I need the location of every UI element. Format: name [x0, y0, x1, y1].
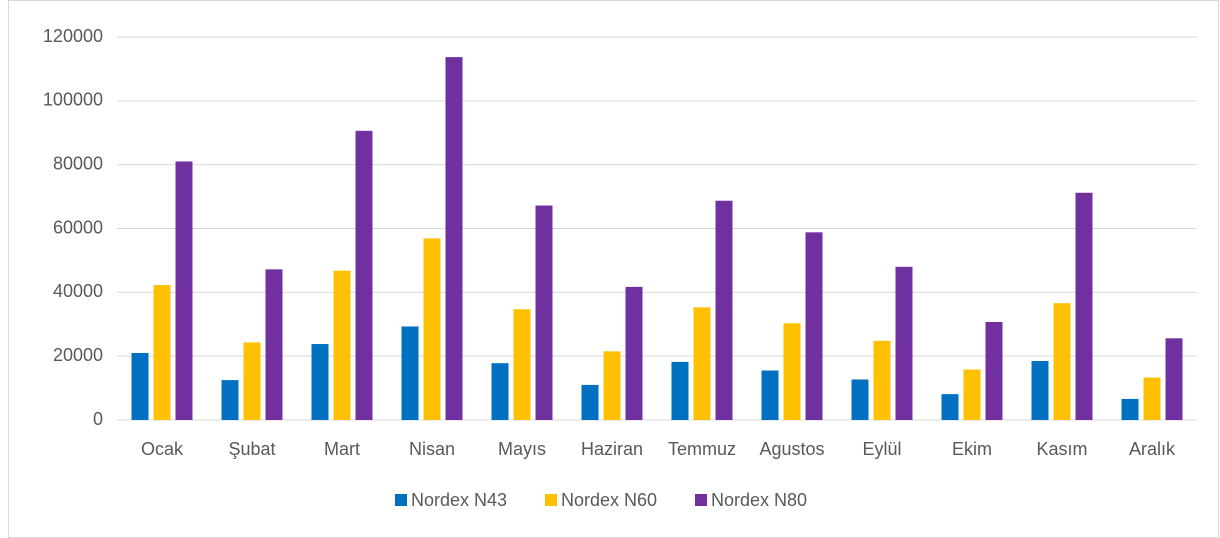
legend-label: Nordex N43	[411, 490, 507, 510]
bar	[513, 309, 531, 420]
bar	[1121, 398, 1139, 420]
bar	[153, 284, 171, 420]
x-tick-label: Aralık	[1129, 439, 1176, 459]
y-tick-label: 80000	[53, 153, 103, 173]
bar	[535, 205, 553, 420]
legend-swatch	[695, 494, 707, 506]
bar	[895, 266, 913, 420]
bar	[581, 384, 599, 420]
bar	[265, 269, 283, 420]
bar	[1075, 192, 1093, 420]
x-tick-label: Kasım	[1036, 439, 1087, 459]
y-tick-label: 40000	[53, 281, 103, 301]
bar	[805, 232, 823, 420]
x-tick-label: Nisan	[409, 439, 455, 459]
bar	[423, 238, 441, 420]
x-tick-label: Temmuz	[668, 439, 736, 459]
bar	[761, 370, 779, 420]
chart-border	[8, 0, 1219, 538]
x-tick-label: Ocak	[141, 439, 184, 459]
bar	[333, 270, 351, 420]
bar	[693, 307, 711, 420]
x-tick-label: Haziran	[581, 439, 643, 459]
bar	[131, 352, 149, 420]
x-tick-label: Şubat	[228, 439, 275, 459]
bar	[445, 57, 463, 421]
bar	[715, 200, 733, 420]
x-tick-label: Ekim	[952, 439, 992, 459]
y-tick-label: 120000	[43, 26, 103, 46]
x-tick-label: Agustos	[759, 439, 824, 459]
bar	[625, 286, 643, 420]
bar	[985, 322, 1003, 420]
bar	[355, 130, 373, 420]
bar	[1143, 377, 1161, 420]
y-tick-label: 60000	[53, 217, 103, 237]
bar	[401, 326, 419, 420]
y-tick-label: 20000	[53, 345, 103, 365]
bar	[783, 323, 801, 420]
bar	[603, 351, 621, 420]
bar	[311, 344, 329, 420]
x-tick-label: Mayıs	[498, 439, 546, 459]
bar	[873, 340, 891, 420]
bar	[851, 379, 869, 420]
legend-swatch	[545, 494, 557, 506]
bar	[1031, 360, 1049, 420]
x-tick-label: Mart	[324, 439, 360, 459]
bar	[671, 361, 689, 420]
bar	[491, 363, 509, 420]
y-tick-label: 100000	[43, 90, 103, 110]
bar	[941, 394, 959, 420]
bar	[221, 380, 239, 420]
bar	[175, 161, 193, 420]
y-tick-label: 0	[93, 409, 103, 429]
legend-swatch	[395, 494, 407, 506]
bar	[1053, 303, 1071, 420]
legend-label: Nordex N80	[711, 490, 807, 510]
x-tick-label: Eylül	[862, 439, 901, 459]
legend-label: Nordex N60	[561, 490, 657, 510]
bar	[243, 342, 261, 420]
bar	[963, 369, 981, 420]
bar	[1165, 338, 1183, 420]
